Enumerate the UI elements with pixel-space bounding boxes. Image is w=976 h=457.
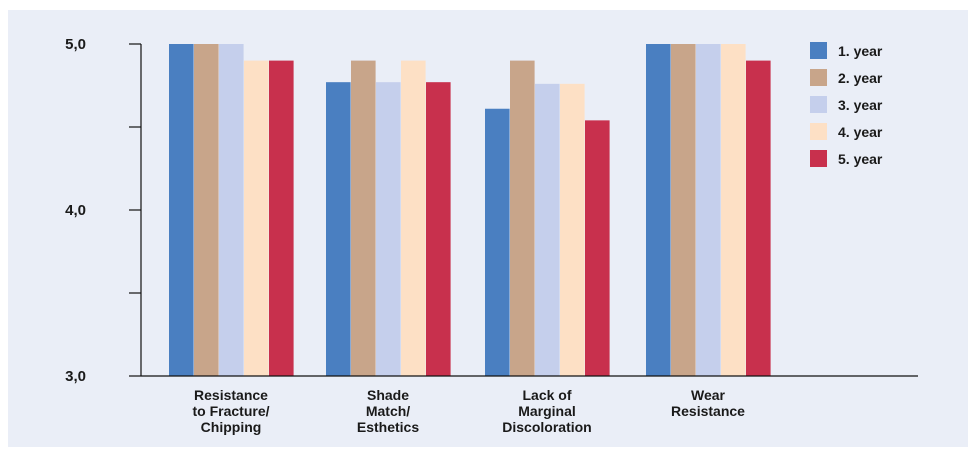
legend-swatch [810, 42, 827, 59]
legend-swatch [810, 96, 827, 113]
bar-3-year-cat3 [535, 83, 560, 376]
legend-swatch [810, 69, 827, 86]
legend-label: 2. year [838, 70, 883, 86]
bar-4-year-cat4 [721, 44, 746, 376]
bar-2-year-cat3 [510, 60, 535, 376]
bar-5-year-cat1 [269, 60, 294, 376]
legend-label: 1. year [838, 43, 883, 59]
bar-3-year-cat2 [376, 82, 401, 377]
bar-5-year-cat4 [746, 60, 771, 376]
bar-2-year-cat1 [194, 44, 219, 376]
bar-4-year-cat1 [244, 60, 269, 376]
y-tick-label: 5,0 [65, 36, 86, 53]
bar-4-year-cat2 [401, 60, 426, 376]
x-category-label: Wear Resistance [671, 387, 745, 419]
x-category-label: Resistance to Fracture/Chipping [192, 387, 269, 435]
legend-label: 5. year [838, 151, 883, 167]
bar-2-year-cat4 [671, 44, 696, 376]
legend-swatch [810, 150, 827, 167]
bar-1-year-cat4 [646, 44, 671, 376]
x-category-label: Shade Match/Esthetics [357, 387, 419, 435]
bar-3-year-cat1 [219, 44, 244, 376]
bar-3-year-cat4 [696, 44, 721, 376]
legend-swatch [810, 123, 827, 140]
y-tick-label: 3,0 [65, 368, 86, 385]
y-tick-label: 4,0 [65, 202, 86, 219]
bar-1-year-cat2 [326, 82, 351, 377]
bar-2-year-cat2 [351, 60, 376, 376]
bar-5-year-cat3 [585, 120, 610, 376]
bar-1-year-cat1 [169, 44, 194, 376]
bar-1-year-cat3 [485, 108, 510, 377]
bar-5-year-cat2 [426, 82, 451, 377]
x-category-label: Lack of Marginal Discoloration [502, 387, 591, 435]
bar-4-year-cat3 [560, 83, 585, 376]
legend-label: 4. year [838, 124, 883, 140]
legend-label: 3. year [838, 97, 883, 113]
